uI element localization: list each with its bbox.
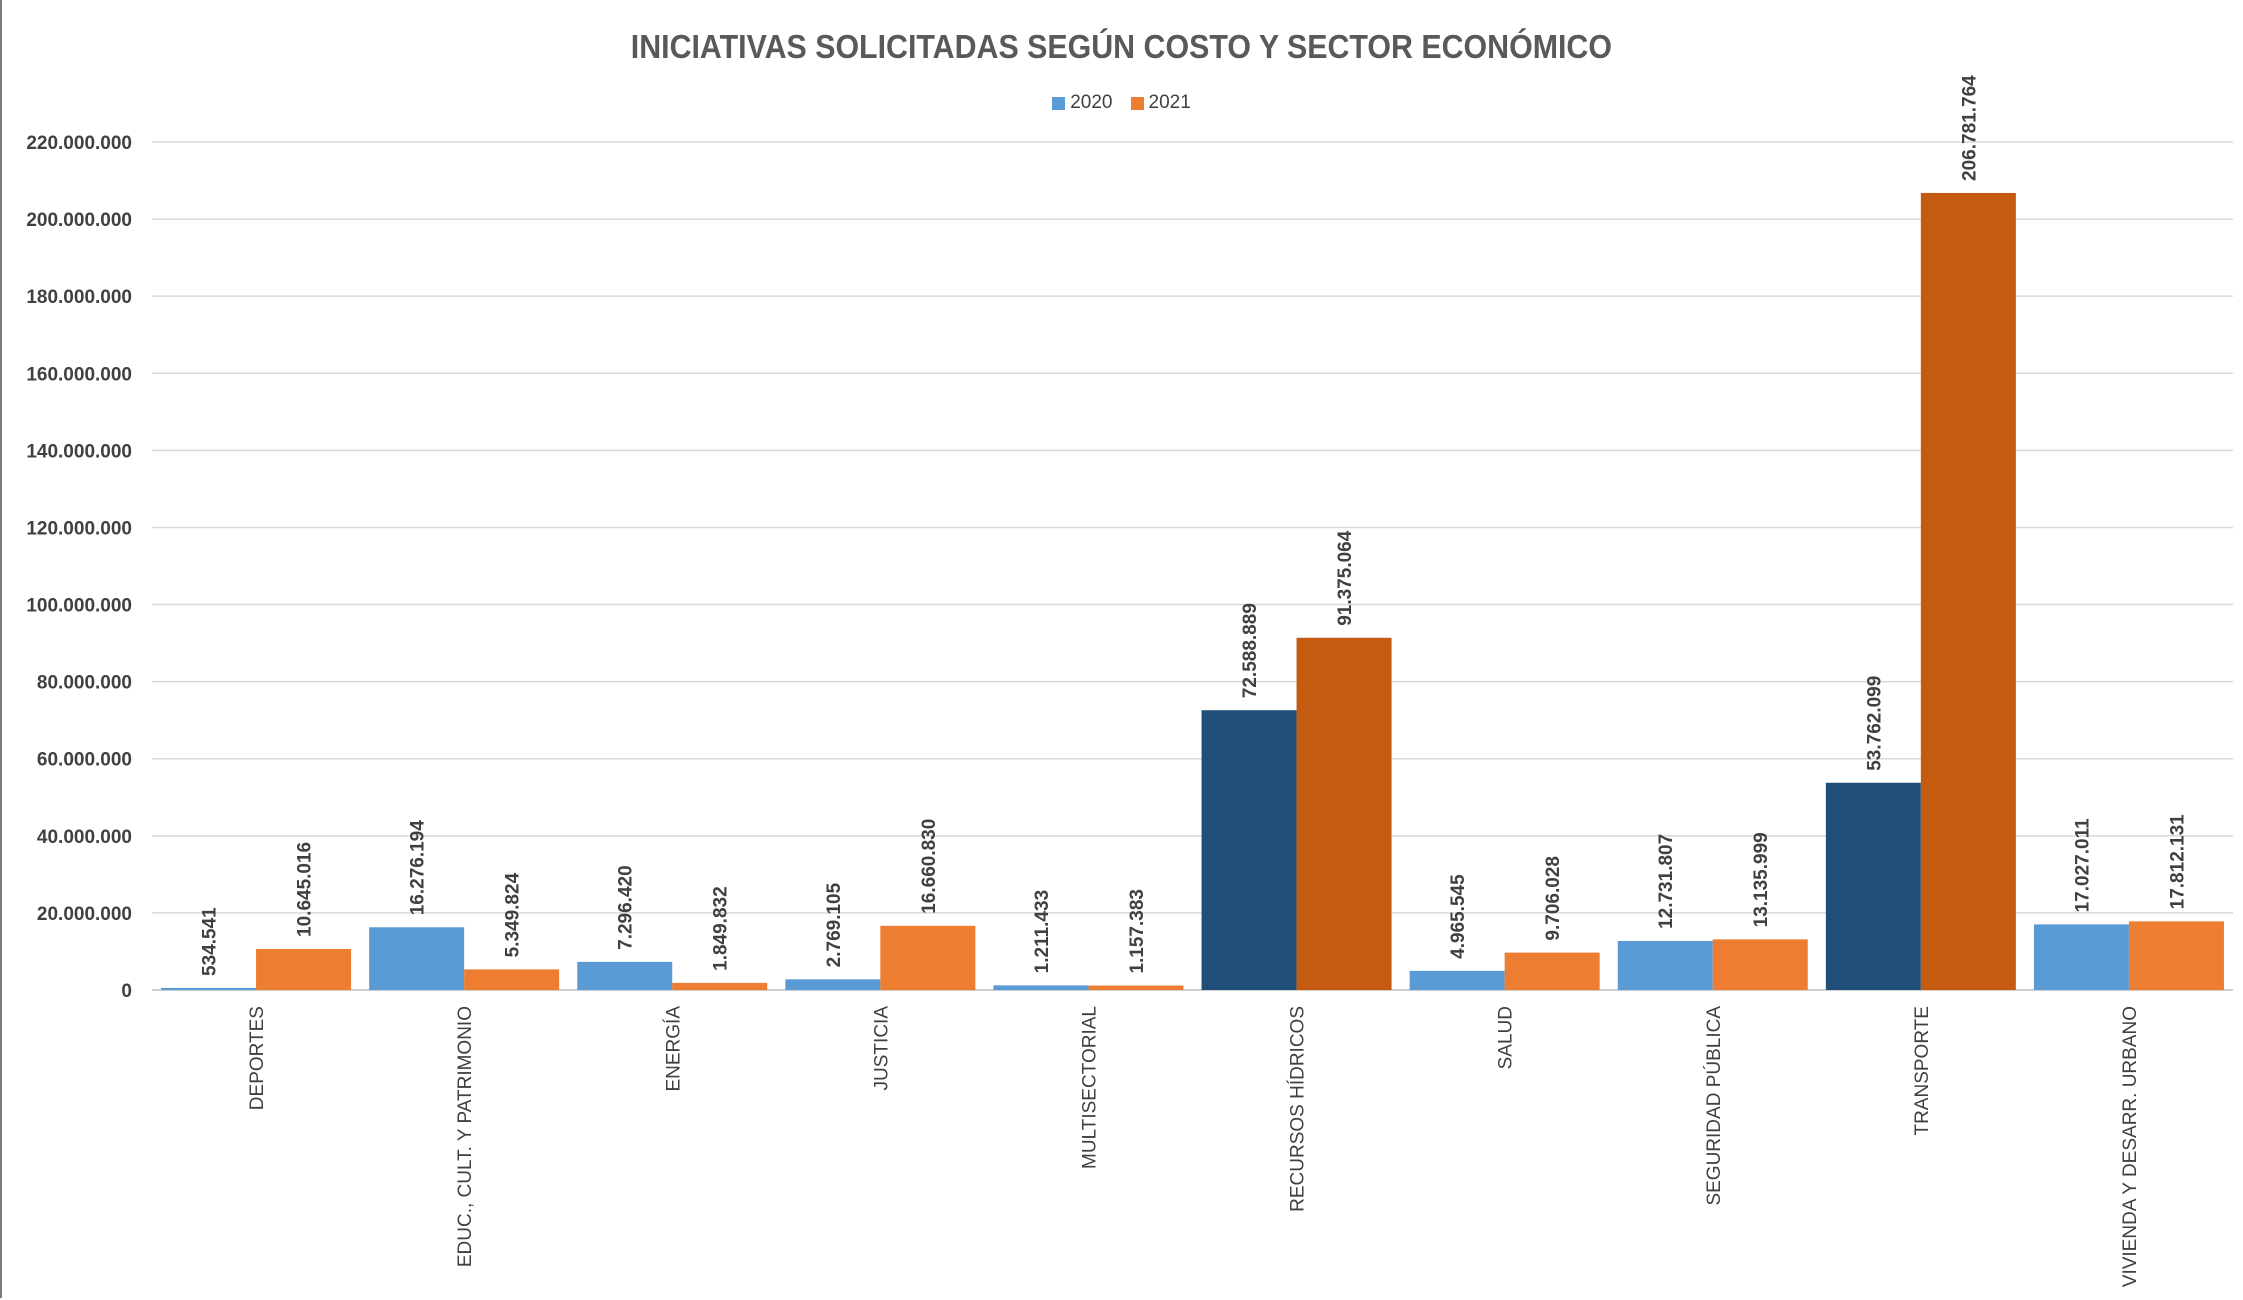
- bar-2021-0: [256, 948, 352, 990]
- data-label-2020-5: 72.588.889: [1240, 603, 1261, 698]
- legend-label-2021: 2021: [1148, 92, 1191, 113]
- bar-2020-7: [1617, 940, 1713, 990]
- y-tick-label: 0: [121, 981, 132, 1002]
- category-label-0: DEPORTES: [247, 1006, 268, 1110]
- y-tick-label: 160.000.000: [26, 364, 132, 385]
- y-tick-label: 200.000.000: [26, 210, 132, 231]
- category-label-6: SALUD: [1496, 1006, 1517, 1069]
- bar-2021-8: [1920, 192, 2016, 990]
- data-label-2020-3: 2.769.105: [824, 882, 845, 967]
- bar-2020-6: [1409, 970, 1505, 990]
- data-label-2020-9: 17.027.011: [2072, 818, 2093, 912]
- legend: 2020 2021: [0, 92, 2243, 114]
- bar-2021-9: [2128, 921, 2224, 990]
- y-tick-label: 60.000.000: [37, 750, 132, 771]
- category-label-3: JUSTICIA: [871, 1006, 892, 1091]
- legend-label-2020: 2020: [1070, 92, 1113, 113]
- data-label-2021-1: 5.349.824: [503, 872, 524, 957]
- data-label-2021-2: 1.849.832: [711, 886, 732, 971]
- bar-2020-8: [1825, 782, 1921, 990]
- bar-2021-3: [880, 925, 976, 990]
- y-tick-label: 140.000.000: [26, 441, 132, 462]
- data-label-2020-8: 53.762.099: [1864, 676, 1885, 771]
- bar-2020-9: [2033, 924, 2129, 990]
- category-label-1: EDUC., CULT. Y PATRIMONIO: [455, 1006, 476, 1267]
- bar-2021-1: [464, 969, 560, 990]
- category-label-7: SEGURIDAD PÚBLICA: [1703, 1006, 1725, 1206]
- data-label-2021-3: 16.660.830: [919, 819, 940, 914]
- data-label-2021-7: 13.135.999: [1751, 832, 1772, 927]
- legend-item-2021: 2021: [1130, 92, 1191, 114]
- bar-2020-2: [577, 961, 673, 990]
- bar-2020-1: [369, 927, 465, 990]
- y-tick-label: 180.000.000: [26, 287, 132, 308]
- bar-2021-2: [672, 982, 768, 990]
- legend-swatch-2021: [1130, 96, 1144, 110]
- y-tick-label: 80.000.000: [37, 673, 132, 694]
- data-label-2021-8: 206.781.764: [1959, 75, 1980, 181]
- category-label-8: TRANSPORTE: [1912, 1006, 1933, 1136]
- bar-2021-5: [1296, 637, 1392, 990]
- y-tick-label: 100.000.000: [26, 596, 132, 617]
- category-label-5: RECURSOS HÍDRICOS: [1288, 1006, 1309, 1212]
- data-label-2021-6: 9.706.028: [1543, 856, 1564, 941]
- bar-2020-3: [785, 979, 881, 990]
- y-tick-label: 20.000.000: [37, 904, 132, 925]
- category-label-9: VIVIENDA Y DESARR. URBANO: [2120, 1006, 2141, 1287]
- data-label-2020-4: 1.211.433: [1032, 890, 1053, 973]
- data-label-2020-0: 534.541: [200, 907, 221, 976]
- bar-2021-4: [1088, 985, 1184, 990]
- data-label-2021-5: 91.375.064: [1335, 530, 1356, 626]
- y-tick-label: 220.000.000: [26, 133, 132, 154]
- bar-2021-7: [1712, 939, 1808, 990]
- data-label-2021-0: 10.645.016: [295, 842, 316, 937]
- bar-2020-0: [161, 987, 257, 990]
- data-label-2020-1: 16.276.194: [408, 820, 429, 916]
- data-label-2020-7: 12.731.807: [1656, 834, 1677, 929]
- bar-2020-5: [1201, 710, 1297, 990]
- legend-item-2020: 2020: [1052, 92, 1113, 114]
- category-label-2: ENERGÍA: [663, 1006, 684, 1092]
- category-label-4: MULTISECTORIAL: [1079, 1006, 1100, 1169]
- data-label-2020-2: 7.296.420: [616, 865, 637, 950]
- y-tick-label: 40.000.000: [37, 827, 132, 848]
- bar-2020-4: [993, 985, 1089, 990]
- y-tick-label: 120.000.000: [26, 518, 132, 539]
- chart-title: INICIATIVAS SOLICITADAS SEGÚN COSTO Y SE…: [630, 28, 1612, 65]
- bar-2021-6: [1504, 952, 1600, 990]
- data-label-2021-9: 17.812.131: [2167, 814, 2188, 910]
- legend-swatch-2020: [1052, 96, 1066, 110]
- data-label-2021-4: 1.157.383: [1127, 889, 1148, 974]
- data-label-2020-6: 4.965.545: [1448, 874, 1469, 959]
